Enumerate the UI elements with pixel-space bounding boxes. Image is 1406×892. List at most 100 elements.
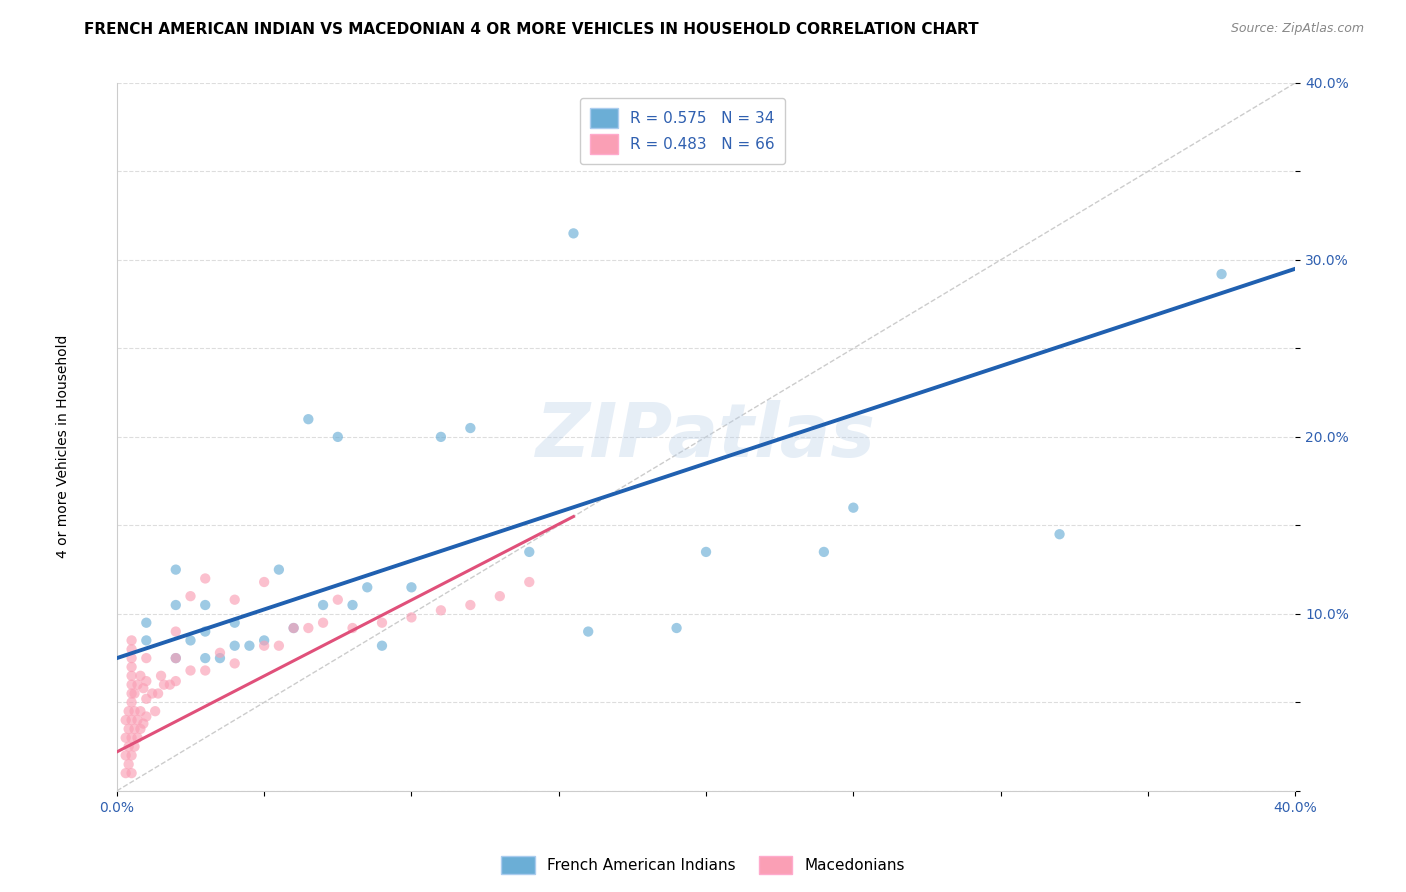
Point (401, 610, 423, 624)
Text: Source: ZipAtlas.com: Source: ZipAtlas.com (1230, 22, 1364, 36)
Point (165, 598, 187, 612)
Point (132, 716, 155, 731)
Point (135, 674, 157, 689)
Point (127, 731, 149, 745)
Point (121, 713, 143, 727)
Point (253, 639, 276, 653)
Point (488, 589, 510, 603)
Point (283, 621, 305, 635)
Point (121, 748, 143, 763)
Point (371, 639, 394, 653)
Point (165, 674, 187, 689)
Point (562, 227, 585, 241)
Point (117, 704, 139, 718)
Point (135, 651, 157, 665)
Point (121, 669, 143, 683)
Point (460, 421, 482, 435)
Point (124, 686, 146, 700)
Point (135, 691, 157, 706)
Point (371, 615, 394, 630)
Legend: French American Indians, Macedonians: French American Indians, Macedonians (495, 850, 911, 880)
Point (297, 621, 319, 635)
Point (430, 430, 453, 444)
Point (179, 664, 201, 678)
Point (312, 615, 335, 630)
Point (117, 757, 139, 772)
Point (129, 669, 152, 683)
Point (253, 574, 276, 589)
Point (224, 615, 246, 630)
Point (267, 639, 290, 653)
Point (253, 633, 276, 648)
Point (842, 500, 865, 515)
Point (194, 664, 217, 678)
Point (159, 678, 181, 692)
Point (356, 580, 378, 594)
Point (143, 704, 166, 718)
Point (208, 646, 231, 660)
Point (121, 678, 143, 692)
Point (132, 681, 155, 696)
Point (224, 639, 246, 653)
Point (135, 615, 157, 630)
Point (135, 633, 157, 648)
Point (117, 722, 139, 736)
Point (141, 686, 163, 700)
Point (1049, 527, 1071, 541)
Point (117, 739, 139, 754)
Point (517, 545, 540, 559)
Point (135, 709, 157, 723)
Point (430, 603, 453, 617)
Point (165, 563, 187, 577)
Point (124, 739, 146, 754)
Point (121, 660, 143, 674)
Point (1211, 267, 1233, 281)
Point (401, 580, 423, 594)
Point (179, 633, 201, 648)
Point (129, 704, 152, 718)
Text: 4 or more Vehicles in Household: 4 or more Vehicles in Household (56, 334, 70, 558)
Point (224, 592, 246, 607)
Point (208, 651, 231, 665)
Point (121, 731, 143, 745)
Point (267, 563, 290, 577)
Point (129, 722, 152, 736)
Point (127, 678, 149, 692)
Text: FRENCH AMERICAN INDIAN VS MACEDONIAN 4 OR MORE VEHICLES IN HOUSEHOLD CORRELATION: FRENCH AMERICAN INDIAN VS MACEDONIAN 4 O… (84, 22, 979, 37)
Point (153, 678, 176, 692)
Point (114, 766, 136, 780)
Point (165, 624, 187, 639)
Point (146, 686, 169, 700)
Point (124, 704, 146, 718)
Point (121, 651, 143, 665)
Point (238, 639, 260, 653)
Point (460, 598, 482, 612)
Point (813, 545, 835, 559)
Point (342, 598, 364, 612)
Point (326, 430, 349, 444)
Point (114, 731, 136, 745)
Point (150, 669, 173, 683)
Point (165, 651, 187, 665)
Point (283, 621, 305, 635)
Point (342, 621, 364, 635)
Point (121, 633, 143, 648)
Text: ZIPatlas: ZIPatlas (536, 401, 876, 474)
Point (114, 713, 136, 727)
Legend: R = 0.575   N = 34, R = 0.483   N = 66: R = 0.575 N = 34, R = 0.483 N = 66 (579, 97, 786, 164)
Point (127, 713, 149, 727)
Point (194, 598, 217, 612)
Point (194, 624, 217, 639)
Point (121, 766, 143, 780)
Point (179, 589, 201, 603)
Point (665, 621, 688, 635)
Point (576, 624, 599, 639)
Point (517, 574, 540, 589)
Point (224, 657, 246, 671)
Point (695, 545, 717, 559)
Point (326, 592, 349, 607)
Point (194, 572, 217, 586)
Point (312, 598, 335, 612)
Point (121, 695, 143, 709)
Point (124, 722, 146, 736)
